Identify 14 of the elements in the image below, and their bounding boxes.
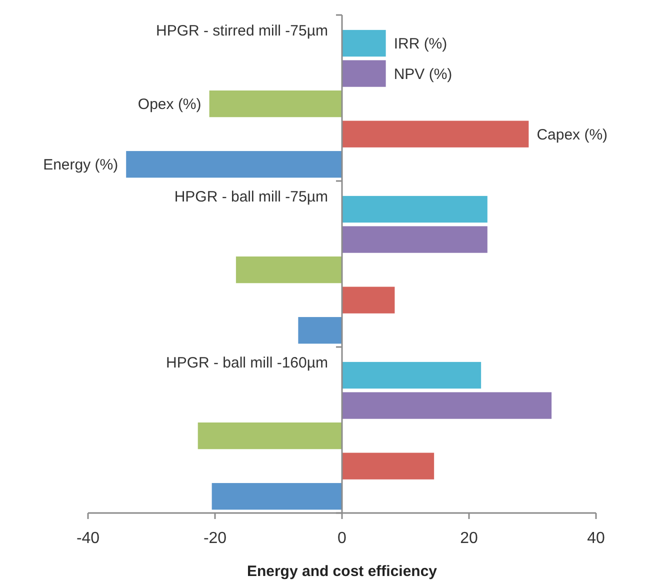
x-axis-title: Energy and cost efficiency (246, 563, 438, 580)
x-tick-label: 0 (338, 530, 347, 547)
y-tick-label: HPGR - ball mill -75µm (174, 188, 328, 206)
series-label: Capex (%) (536, 126, 608, 144)
x-tick-label: -20 (203, 530, 227, 547)
x-tick-label: -40 (76, 530, 100, 547)
series-label: Opex (%) (138, 96, 202, 114)
x-tick-label: 40 (587, 530, 605, 547)
series-label: NPV (%) (394, 66, 452, 83)
x-tick-label: 20 (460, 530, 478, 547)
series-label: IRR (%) (394, 36, 448, 53)
series-label: Energy (%) (43, 156, 118, 174)
y-tick-label: HPGR - ball mill -160µm (166, 354, 328, 372)
y-tick-label: HPGR - stirred mill -75µm (156, 22, 328, 40)
